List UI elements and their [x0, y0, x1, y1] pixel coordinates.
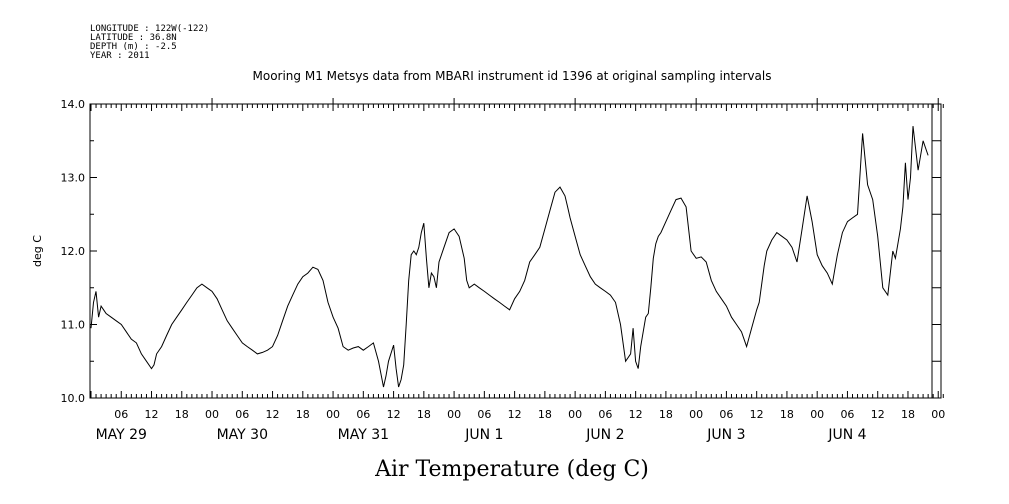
y-tick-label: 13.0 — [61, 172, 86, 185]
x-day-label: MAY 31 — [338, 427, 389, 443]
x-tick-label: 00 — [205, 408, 219, 421]
series-group — [90, 126, 929, 388]
x-day-label: JUN 3 — [706, 427, 745, 443]
y-tick-label: 11.0 — [61, 319, 86, 332]
y-tick-label: 12.0 — [61, 245, 86, 258]
air-temperature-line — [90, 126, 929, 388]
x-tick-label: 00 — [689, 408, 703, 421]
x-tick-label: 06 — [840, 408, 854, 421]
y-tick-label: 10.0 — [61, 392, 86, 405]
x-tick-label: 06 — [598, 408, 612, 421]
x-tick-label: 00 — [568, 408, 582, 421]
x-tick-label: 12 — [629, 408, 643, 421]
x-tick-label: 18 — [538, 408, 552, 421]
x-tick-label: 12 — [145, 408, 159, 421]
x-tick-label: 18 — [296, 408, 310, 421]
x-tick-label: 12 — [750, 408, 764, 421]
x-tick-label: 18 — [780, 408, 794, 421]
y-axis: 10.0 11.0 12.0 13.0 14.0 — [61, 98, 941, 405]
x-day-label: JUN 2 — [585, 427, 624, 443]
x-tick-label: 00 — [931, 408, 945, 421]
x-tick-label: 06 — [477, 408, 491, 421]
y-axis-label: deg C — [31, 235, 44, 267]
meta-block: LONGITUDE : 122W(-122) LATITUDE : 36.8N … — [90, 24, 209, 61]
x-tick-label: 00 — [810, 408, 824, 421]
plot-frame — [89, 103, 942, 399]
x-tick-label: 06 — [356, 408, 370, 421]
x-tick-label: 12 — [508, 408, 522, 421]
x-tick-label: 12 — [871, 408, 885, 421]
y-tick-label: 14.0 — [61, 98, 86, 111]
meta-latitude: LATITUDE : 36.8N — [90, 33, 177, 43]
x-day-label: JUN 4 — [827, 427, 866, 443]
x-day-label: MAY 29 — [96, 427, 147, 443]
x-tick-label: 00 — [447, 408, 461, 421]
x-day-label: JUN 1 — [464, 427, 503, 443]
x-tick-label: 06 — [719, 408, 733, 421]
meta-depth: DEPTH (m) : -2.5 — [90, 42, 177, 52]
x-tick-label: 06 — [235, 408, 249, 421]
meta-longitude: LONGITUDE : 122W(-122) — [90, 24, 209, 34]
x-tick-label: 18 — [659, 408, 673, 421]
x-tick-label: 12 — [387, 408, 401, 421]
x-axis: 06 12 18 00 06 12 18 00 06 12 18 00 06 12 18 00 06 12 18 00… — [90, 98, 945, 443]
x-day-label: MAY 30 — [217, 427, 268, 443]
x-tick-label: 00 — [326, 408, 340, 421]
x-tick-label: 12 — [266, 408, 280, 421]
x-tick-label: 18 — [417, 408, 431, 421]
x-axis-title: Air Temperature (deg C) — [374, 457, 649, 482]
x-tick-label: 06 — [114, 408, 128, 421]
chart-title: Mooring M1 Metsys data from MBARI instru… — [253, 69, 772, 83]
meta-year: YEAR : 2011 — [90, 51, 150, 61]
x-tick-label: 18 — [901, 408, 915, 421]
x-tick-label: 18 — [175, 408, 189, 421]
